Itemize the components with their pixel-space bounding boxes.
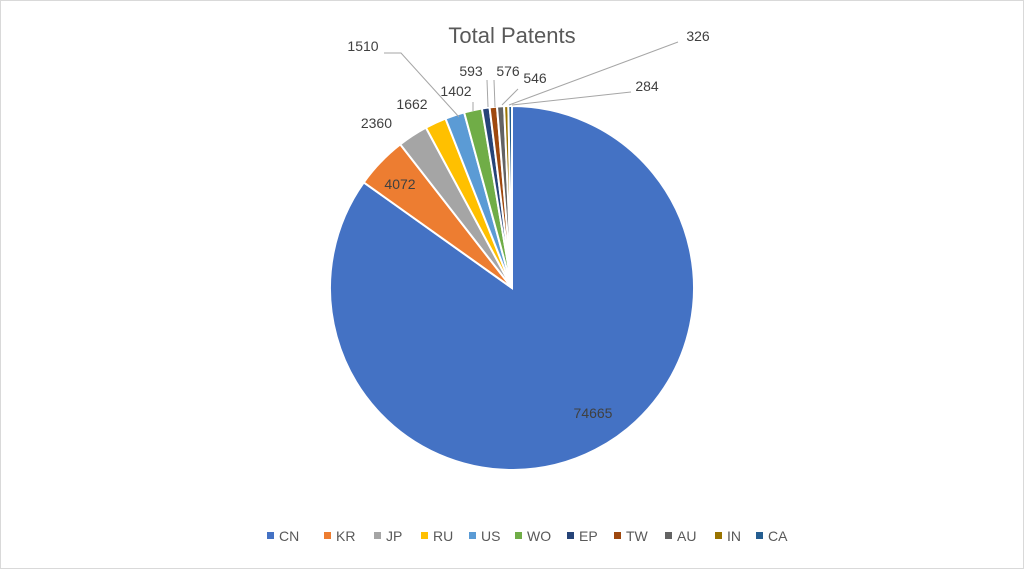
data-label-au: 546 — [523, 70, 547, 86]
legend-item-ep: EP — [567, 528, 598, 544]
legend-swatch-ca — [756, 532, 763, 539]
legend-swatch-in — [715, 532, 722, 539]
legend-item-ca: CA — [756, 528, 788, 544]
legend-item-ru: RU — [421, 528, 453, 544]
legend-item-cn: CN — [267, 528, 299, 544]
data-label-kr: 4072 — [384, 176, 415, 192]
legend-item-in: IN — [715, 528, 741, 544]
legend-item-wo: WO — [515, 528, 551, 544]
pie-slice-ca — [507, 104, 513, 289]
legend-label-us: US — [481, 528, 500, 544]
legend-label-kr: KR — [336, 528, 355, 544]
legend: CN KR JP RU US WO EP TW AU IN CA — [267, 528, 788, 544]
leader-line-au — [501, 88, 519, 106]
legend-swatch-us — [469, 532, 476, 539]
legend-label-cn: CN — [279, 528, 299, 544]
legend-swatch-wo — [515, 532, 522, 539]
legend-label-in: IN — [727, 528, 741, 544]
legend-swatch-kr — [324, 532, 331, 539]
leader-line-us — [384, 52, 460, 118]
data-label-tw: 576 — [496, 63, 520, 79]
legend-label-wo: WO — [527, 528, 551, 544]
data-label-wo: 1402 — [440, 83, 471, 99]
legend-item-kr: KR — [324, 528, 355, 544]
leader-line-tw — [493, 79, 496, 108]
data-label-jp: 2360 — [361, 115, 392, 131]
data-label-ep: 593 — [459, 63, 483, 79]
legend-label-jp: JP — [386, 528, 402, 544]
legend-label-tw: TW — [626, 528, 649, 544]
legend-label-au: AU — [677, 528, 696, 544]
legend-swatch-ru — [421, 532, 428, 539]
data-label-ru: 1662 — [396, 96, 427, 112]
leader-line-in — [508, 41, 679, 106]
chart-title: Total Patents — [448, 23, 575, 48]
legend-swatch-au — [665, 532, 672, 539]
legend-swatch-jp — [374, 532, 381, 539]
legend-item-us: US — [469, 528, 500, 544]
legend-swatch-ep — [567, 532, 574, 539]
legend-item-au: AU — [665, 528, 696, 544]
legend-label-ep: EP — [579, 528, 598, 544]
legend-item-tw: TW — [614, 528, 649, 544]
legend-item-jp: JP — [374, 528, 402, 544]
leader-line-ep — [486, 79, 489, 108]
data-label-us: 1510 — [347, 38, 378, 54]
leader-line-ca — [511, 91, 632, 106]
legend-label-ca: CA — [768, 528, 788, 544]
legend-swatch-tw — [614, 532, 621, 539]
legend-swatch-cn — [267, 532, 274, 539]
legend-label-ru: RU — [433, 528, 453, 544]
data-label-cn: 74665 — [574, 405, 613, 421]
pie-slices — [329, 104, 695, 471]
data-label-ca: 284 — [635, 78, 659, 94]
leader-lines — [384, 41, 679, 118]
data-label-in: 326 — [686, 28, 710, 44]
